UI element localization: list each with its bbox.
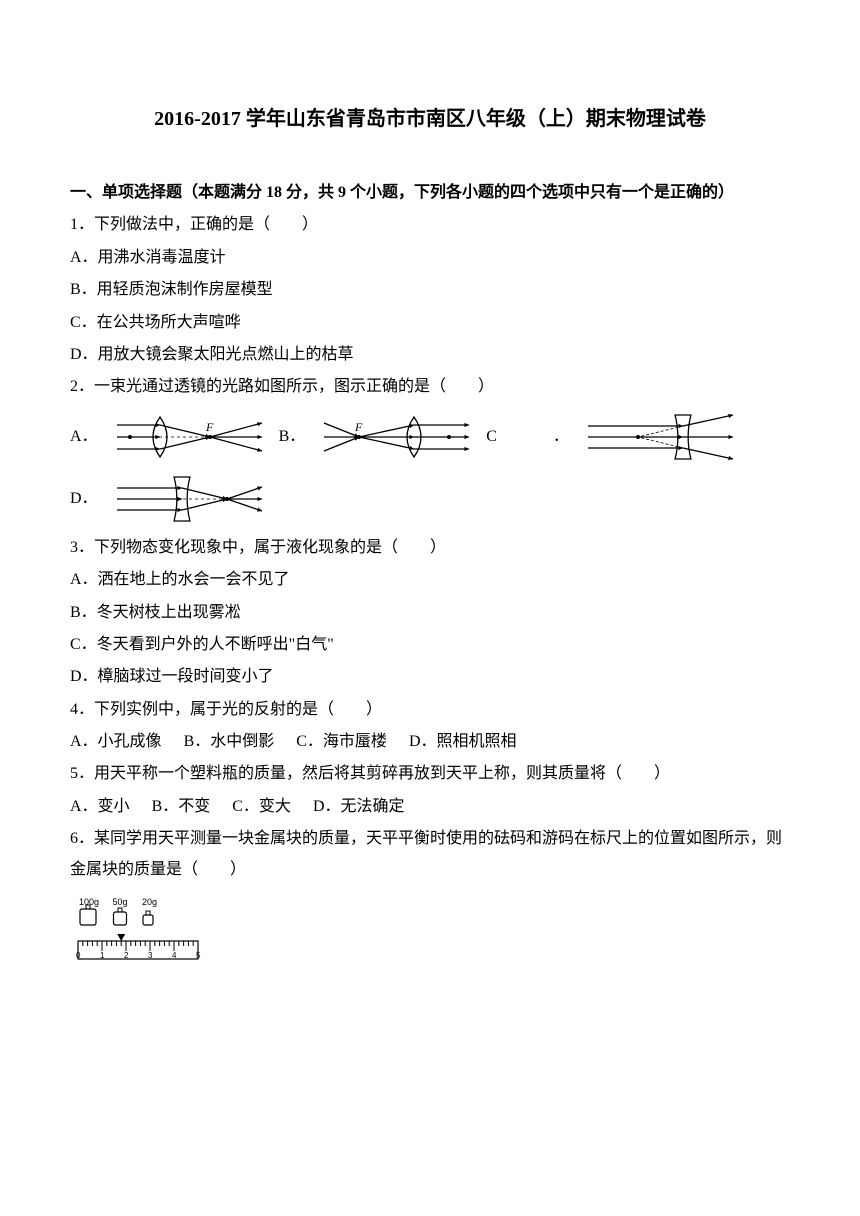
q2-options-row2: D． [70,471,790,527]
q5-opt-d: D．无法确定 [313,798,405,815]
q1-opt-a: A．用沸水消毒温度计 [70,243,790,273]
svg-text:50g: 50g [113,897,128,907]
q4-options: A．小孔成像 B．水中倒影 C．海市蜃楼 D．照相机照相 [70,727,790,757]
q2-diagram-a: F [112,409,267,465]
q5-options: A．变小 B．不变 C．变大 D．无法确定 [70,792,790,822]
svg-text:2: 2 [124,951,129,960]
q3-opt-c: C．冬天看到户外的人不断呼出"白气" [70,630,790,660]
q5-opt-a: A．变小 [70,798,130,815]
q1-opt-b: B．用轻质泡沫制作房屋模型 [70,275,790,305]
q3-stem: 3．下列物态变化现象中，属于液化现象的是（ ） [70,533,790,563]
q1-stem: 1．下列做法中，正确的是（ ） [70,210,790,240]
q1-opt-d: D．用放大镜会聚太阳光点燃山上的枯草 [70,340,790,370]
q2-options-row1: A． F B． F C ． [70,409,790,465]
svg-text:5: 5 [196,951,201,960]
q4-opt-b: B．水中倒影 [184,733,275,750]
q6-weights-diagram: 100g50g20g012345 [70,893,210,963]
q4-opt-c: C．海市蜃楼 [296,733,387,750]
q2-label-b: B． [279,422,306,452]
svg-text:F: F [354,420,363,434]
svg-text:20g: 20g [142,897,157,907]
svg-text:4: 4 [172,951,177,960]
q4-opt-d: D．照相机照相 [409,733,517,750]
q3-opt-d: D．樟脑球过一段时间变小了 [70,662,790,692]
svg-text:3: 3 [148,951,153,960]
q2-stem: 2．一束光通过透镜的光路如图所示，图示正确的是（ ） [70,372,790,402]
section-heading: 一、单项选择题（本题满分 18 分，共 9 个小题，下列各小题的四个选项中只有一… [70,178,790,208]
q6-stem: 6．某同学用天平测量一块金属块的质量，天平平衡时使用的砝码和游码在标尺上的位置如… [70,824,790,885]
q2-label-c: C [486,422,497,452]
svg-text:0: 0 [76,951,81,960]
q6-diagram-wrap: 100g50g20g012345 [70,893,790,974]
q1-opt-c: C．在公共场所大声喧哗 [70,308,790,338]
q2-diagram-c [583,409,738,465]
q2-diagram-d [112,471,267,527]
q5-stem: 5．用天平称一个塑料瓶的质量，然后将其剪碎再放到天平上称，则其质量将（ ） [70,759,790,789]
q4-opt-a: A．小孔成像 [70,733,162,750]
q5-opt-c: C．变大 [232,798,291,815]
q4-stem: 4．下列实例中，属于光的反射的是（ ） [70,695,790,725]
q2-label-d: D． [70,484,98,514]
q2-label-c-dot: ． [553,422,569,452]
q2-diagram-b: F [319,409,474,465]
q3-opt-a: A．洒在地上的水会一会不见了 [70,565,790,595]
q5-opt-b: B．不变 [152,798,211,815]
page-title: 2016-2017 学年山东省青岛市市南区八年级（上）期末物理试卷 [70,100,790,138]
q2-label-a: A． [70,422,98,452]
svg-text:F: F [205,420,214,434]
svg-text:1: 1 [100,951,105,960]
q3-opt-b: B．冬天树枝上出现雾凇 [70,598,790,628]
